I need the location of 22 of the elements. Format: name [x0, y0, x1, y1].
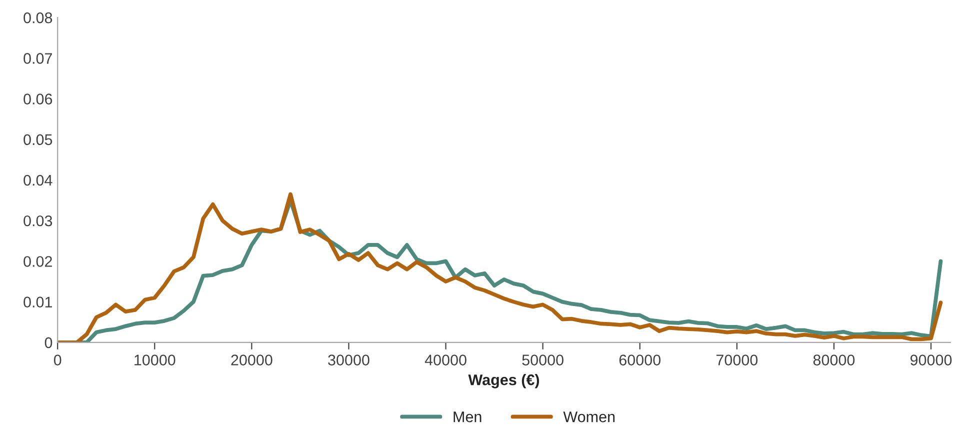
- x-tick-label: 20000: [231, 354, 272, 366]
- y-tick-label: 0.06: [24, 94, 52, 104]
- y-tick-label: 0.02: [24, 256, 52, 267]
- x-tick-label: 30000: [328, 354, 370, 366]
- y-tick-label: 0.07: [24, 53, 52, 64]
- y-tick-label: 0.03: [24, 215, 52, 226]
- x-axis-title: Wages (€): [468, 374, 540, 388]
- legend-label: Women: [563, 412, 615, 422]
- x-tick-label: 60000: [619, 354, 661, 366]
- x-tick-label: 50000: [522, 354, 564, 366]
- x-tick-label: 70000: [716, 354, 758, 366]
- y-tick-label: 0.08: [24, 12, 52, 24]
- y-tick-label: 0.05: [24, 134, 52, 146]
- y-tick-label: 0.01: [24, 296, 52, 308]
- x-tick-label: 80000: [813, 354, 855, 366]
- y-tick-label: 0: [44, 337, 52, 348]
- legend-label: Men: [454, 412, 482, 422]
- x-tick-label: 10000: [134, 354, 176, 366]
- x-tick-label: 90000: [910, 354, 952, 366]
- x-tick-label: 0: [54, 354, 62, 366]
- x-tick-label: 40000: [424, 354, 466, 366]
- y-tick-label: 0.04: [24, 174, 52, 186]
